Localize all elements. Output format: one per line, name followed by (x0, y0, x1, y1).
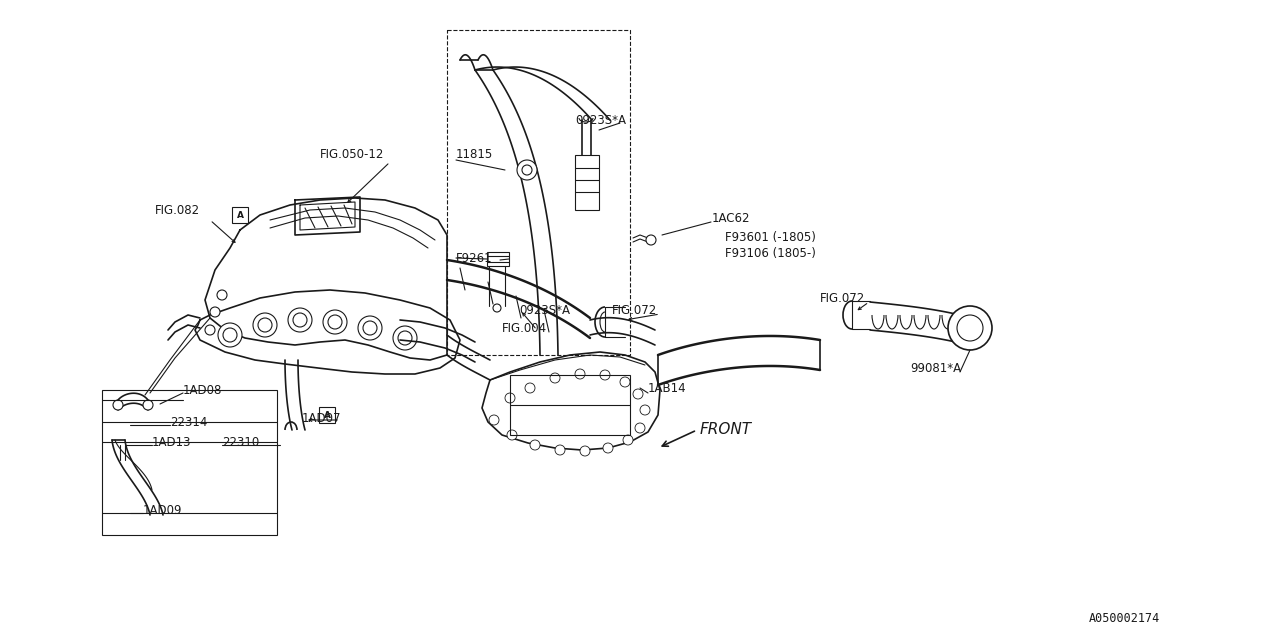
Circle shape (640, 405, 650, 415)
Text: 1AD09: 1AD09 (143, 504, 183, 516)
Text: FIG.072: FIG.072 (612, 303, 657, 317)
Circle shape (205, 325, 215, 335)
Circle shape (600, 370, 611, 380)
Circle shape (580, 446, 590, 456)
Circle shape (218, 323, 242, 347)
Circle shape (530, 440, 540, 450)
Circle shape (253, 313, 276, 337)
Bar (509, 375, 630, 435)
Circle shape (323, 310, 347, 334)
Circle shape (556, 445, 564, 455)
Text: 0923S*A: 0923S*A (518, 303, 570, 317)
Circle shape (634, 389, 643, 399)
Circle shape (489, 415, 499, 425)
Text: A: A (237, 211, 243, 220)
Circle shape (210, 307, 220, 317)
Circle shape (143, 400, 154, 410)
Text: FIG.004: FIG.004 (502, 321, 547, 335)
Text: 99081*A: 99081*A (910, 362, 961, 374)
Circle shape (113, 400, 123, 410)
Circle shape (603, 443, 613, 453)
Circle shape (525, 383, 535, 393)
Circle shape (507, 430, 517, 440)
Circle shape (620, 377, 630, 387)
Circle shape (575, 369, 585, 379)
Text: FIG.050-12: FIG.050-12 (320, 148, 384, 161)
Circle shape (506, 393, 515, 403)
Circle shape (623, 435, 634, 445)
Text: FIG.072: FIG.072 (820, 291, 865, 305)
Circle shape (948, 306, 992, 350)
Text: A050002174: A050002174 (1089, 611, 1160, 625)
Text: 0923S*A: 0923S*A (575, 113, 626, 127)
Bar (102, 390, 276, 535)
Text: 1AD08: 1AD08 (183, 383, 223, 397)
Bar (232, 207, 248, 223)
Bar (319, 407, 335, 423)
Circle shape (550, 373, 561, 383)
Text: F93601 (-1805): F93601 (-1805) (724, 232, 815, 244)
Circle shape (493, 304, 500, 312)
Bar (575, 155, 599, 210)
Text: 11815: 11815 (456, 148, 493, 161)
Circle shape (358, 316, 381, 340)
Text: 1AD13: 1AD13 (152, 435, 192, 449)
Text: F93106 (1805-): F93106 (1805-) (724, 246, 815, 259)
Text: F9261: F9261 (456, 252, 493, 264)
Circle shape (517, 160, 538, 180)
Text: 1AC62: 1AC62 (712, 211, 750, 225)
Circle shape (218, 290, 227, 300)
Text: FRONT: FRONT (700, 422, 753, 438)
Text: 1AD07: 1AD07 (302, 412, 342, 424)
Text: A: A (324, 410, 330, 419)
Text: FIG.082: FIG.082 (155, 204, 200, 216)
Text: 22310: 22310 (221, 435, 260, 449)
Circle shape (635, 423, 645, 433)
Bar (447, 30, 630, 355)
Circle shape (646, 235, 657, 245)
Circle shape (288, 308, 312, 332)
Circle shape (393, 326, 417, 350)
Bar (486, 252, 509, 266)
Text: 22314: 22314 (170, 415, 207, 429)
Text: 1AB14: 1AB14 (648, 381, 686, 394)
